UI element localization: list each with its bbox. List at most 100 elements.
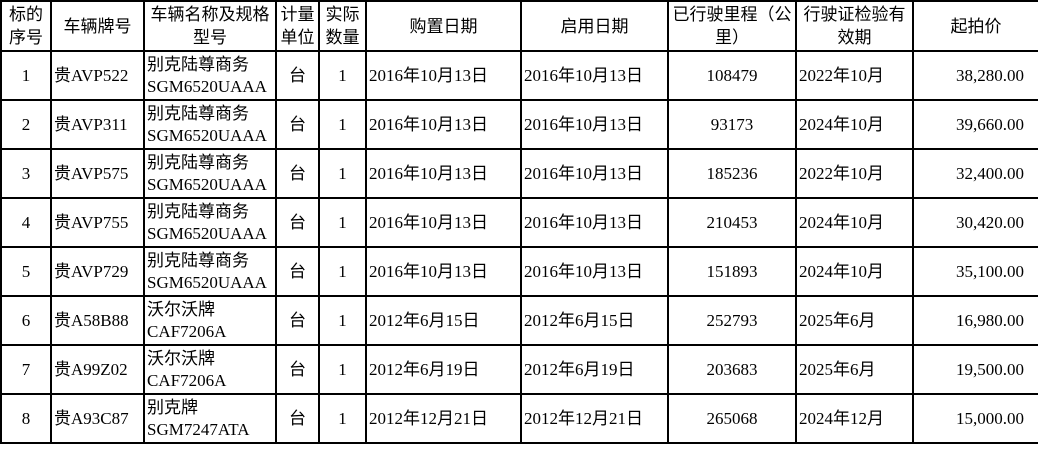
cell-mileage: 93173 — [667, 99, 797, 150]
cell-purchase: 2016年10月13日 — [365, 246, 522, 297]
cell-mileage: 252793 — [667, 295, 797, 346]
table-row: 1 贵AVP522 别克陆尊商务 SGM6520UAAA 台 1 2016年10月13日 20… — [0, 50, 1038, 101]
cell-price: 38,280.00 — [912, 50, 1038, 101]
table-row: 7 贵A99Z02 沃尔沃牌 CAF7206A 台 1 2012年6月19日 2012年6月1… — [0, 344, 1038, 395]
cell-plate: 贵AVP575 — [50, 148, 145, 199]
cell-plate: 贵AVP311 — [50, 99, 145, 150]
cell-license: 2022年10月 — [795, 50, 914, 101]
cell-purchase: 2012年6月19日 — [365, 344, 522, 395]
cell-no: 7 — [0, 344, 52, 395]
cell-qty: 1 — [318, 393, 367, 444]
table-row: 2 贵AVP311 别克陆尊商务 SGM6520UAAA 台 1 2016年10月13日 20… — [0, 99, 1038, 150]
col-quantity-header: 实际数量 — [318, 0, 367, 52]
cell-purchase: 2012年6月15日 — [365, 295, 522, 346]
header-row: 标的序号 车辆牌号 车辆名称及规格型号 计量单位 实际数量 购置日期 启用日期 已行驶里程（公… — [0, 0, 1038, 52]
table-row: 3 贵AVP575 别克陆尊商务 SGM6520UAAA 台 1 2016年10月13日 20… — [0, 148, 1038, 199]
vehicle-name: 别克陆尊商务 — [147, 152, 249, 172]
col-lot-number-header: 标的序号 — [0, 0, 52, 52]
cell-qty: 1 — [318, 246, 367, 297]
cell-plate: 贵A93C87 — [50, 393, 145, 444]
col-license-validity-header: 行驶证检验有效期 — [795, 0, 914, 52]
vehicle-name: 别克陆尊商务 — [147, 103, 249, 123]
cell-price: 30,420.00 — [912, 197, 1038, 248]
cell-vehicle-name: 别克牌 SGM7247ATA — [143, 393, 277, 444]
cell-license: 2024年10月 — [795, 246, 914, 297]
cell-unit: 台 — [275, 50, 320, 101]
cell-qty: 1 — [318, 148, 367, 199]
cell-purchase: 2016年10月13日 — [365, 197, 522, 248]
cell-plate: 贵AVP729 — [50, 246, 145, 297]
cell-start: 2012年6月15日 — [520, 295, 669, 346]
cell-start: 2012年6月19日 — [520, 344, 669, 395]
cell-mileage: 203683 — [667, 344, 797, 395]
table-row: 8 贵A93C87 别克牌 SGM7247ATA 台 1 2012年12月21日 2012年1… — [0, 393, 1038, 444]
cell-price: 39,660.00 — [912, 99, 1038, 150]
vehicle-model: CAF7206A — [147, 321, 227, 341]
cell-start: 2016年10月13日 — [520, 148, 669, 199]
vehicle-model: SGM6520UAAA — [147, 76, 267, 96]
cell-no: 8 — [0, 393, 52, 444]
cell-plate: 贵AVP522 — [50, 50, 145, 101]
cell-license: 2025年6月 — [795, 344, 914, 395]
col-vehicle-name-header: 车辆名称及规格型号 — [143, 0, 277, 52]
vehicle-name: 沃尔沃牌 — [147, 299, 215, 319]
cell-price: 32,400.00 — [912, 148, 1038, 199]
cell-vehicle-name: 沃尔沃牌 CAF7206A — [143, 295, 277, 346]
table-row: 6 贵A58B88 沃尔沃牌 CAF7206A 台 1 2012年6月15日 2012年6月1… — [0, 295, 1038, 346]
cell-mileage: 151893 — [667, 246, 797, 297]
cell-unit: 台 — [275, 99, 320, 150]
col-plate-header: 车辆牌号 — [50, 0, 145, 52]
vehicle-name: 沃尔沃牌 — [147, 348, 215, 368]
vehicle-model: CAF7206A — [147, 370, 227, 390]
cell-unit: 台 — [275, 344, 320, 395]
cell-vehicle-name: 沃尔沃牌 CAF7206A — [143, 344, 277, 395]
vehicle-name: 别克陆尊商务 — [147, 54, 249, 74]
cell-start: 2016年10月13日 — [520, 197, 669, 248]
vehicle-model: SGM6520UAAA — [147, 272, 267, 292]
cell-unit: 台 — [275, 148, 320, 199]
cell-qty: 1 — [318, 99, 367, 150]
cell-qty: 1 — [318, 50, 367, 101]
cell-no: 1 — [0, 50, 52, 101]
cell-no: 5 — [0, 246, 52, 297]
cell-no: 4 — [0, 197, 52, 248]
cell-price: 35,100.00 — [912, 246, 1038, 297]
cell-qty: 1 — [318, 197, 367, 248]
cell-mileage: 185236 — [667, 148, 797, 199]
vehicle-auction-table: 标的序号 车辆牌号 车辆名称及规格型号 计量单位 实际数量 购置日期 启用日期 已行驶里程（公… — [0, 0, 1038, 444]
cell-start: 2016年10月13日 — [520, 99, 669, 150]
cell-unit: 台 — [275, 246, 320, 297]
cell-purchase: 2016年10月13日 — [365, 148, 522, 199]
cell-vehicle-name: 别克陆尊商务 SGM6520UAAA — [143, 99, 277, 150]
cell-start: 2016年10月13日 — [520, 246, 669, 297]
cell-license: 2024年10月 — [795, 99, 914, 150]
cell-no: 2 — [0, 99, 52, 150]
cell-vehicle-name: 别克陆尊商务 SGM6520UAAA — [143, 197, 277, 248]
cell-price: 15,000.00 — [912, 393, 1038, 444]
cell-no: 6 — [0, 295, 52, 346]
table-row: 5 贵AVP729 别克陆尊商务 SGM6520UAAA 台 1 2016年10月13日 20… — [0, 246, 1038, 297]
cell-unit: 台 — [275, 393, 320, 444]
cell-mileage: 108479 — [667, 50, 797, 101]
vehicle-model: SGM6520UAAA — [147, 174, 267, 194]
cell-no: 3 — [0, 148, 52, 199]
vehicle-model: SGM7247ATA — [147, 419, 250, 439]
cell-license: 2024年12月 — [795, 393, 914, 444]
cell-plate: 贵A58B88 — [50, 295, 145, 346]
cell-vehicle-name: 别克陆尊商务 SGM6520UAAA — [143, 246, 277, 297]
col-mileage-header: 已行驶里程（公里） — [667, 0, 797, 52]
cell-license: 2025年6月 — [795, 295, 914, 346]
col-purchase-date-header: 购置日期 — [365, 0, 522, 52]
cell-purchase: 2016年10月13日 — [365, 50, 522, 101]
cell-price: 16,980.00 — [912, 295, 1038, 346]
cell-license: 2024年10月 — [795, 197, 914, 248]
vehicle-model: SGM6520UAAA — [147, 223, 267, 243]
table-row: 4 贵AVP755 别克陆尊商务 SGM6520UAAA 台 1 2016年10月13日 20… — [0, 197, 1038, 248]
cell-vehicle-name: 别克陆尊商务 SGM6520UAAA — [143, 148, 277, 199]
cell-start: 2012年12月21日 — [520, 393, 669, 444]
col-starting-price-header: 起拍价 — [912, 0, 1038, 52]
vehicle-name: 别克陆尊商务 — [147, 250, 249, 270]
cell-plate: 贵A99Z02 — [50, 344, 145, 395]
cell-unit: 台 — [275, 197, 320, 248]
cell-qty: 1 — [318, 295, 367, 346]
